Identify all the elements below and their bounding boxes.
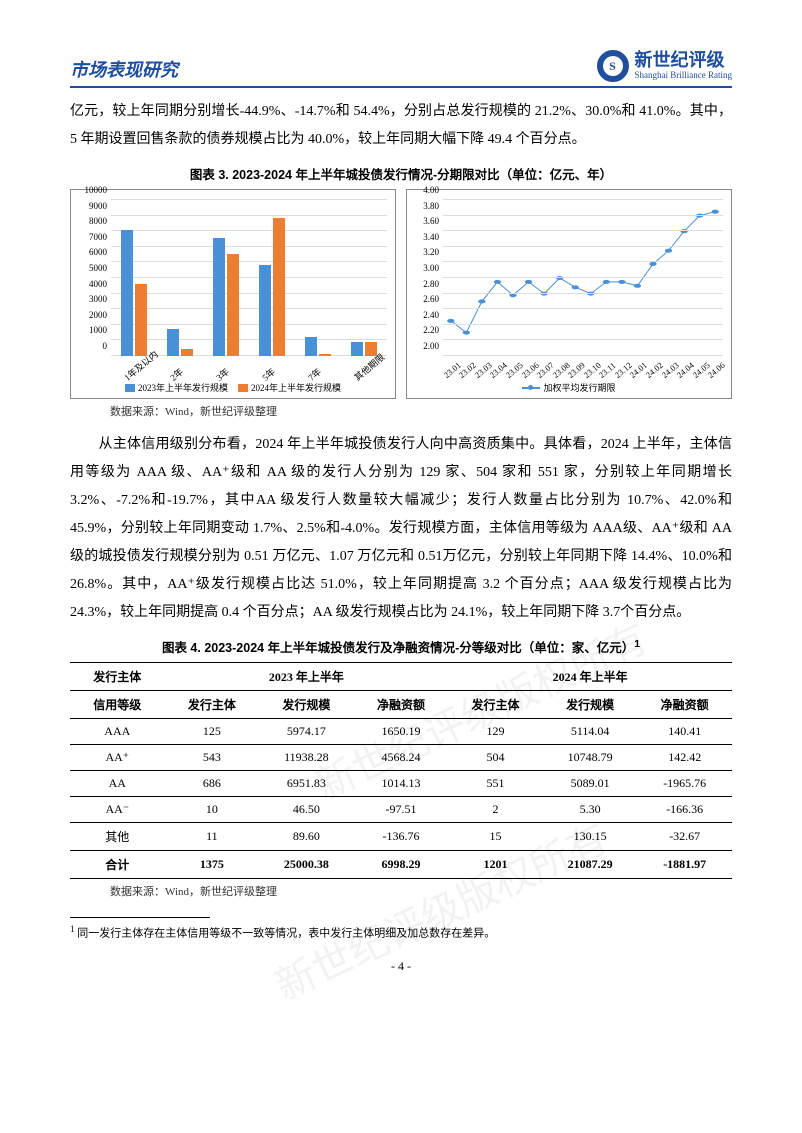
chart3-container: 0100020003000400050006000700080009000100… bbox=[70, 189, 732, 399]
table4: 发行主体 2023 年上半年 2024 年上半年 信用等级 发行主体发行规模净融… bbox=[70, 662, 732, 879]
chart3-title: 图表 3. 2023-2024 年上半年城投债发行情况-分期限对比（单位：亿元、… bbox=[70, 164, 732, 183]
page-header: 市场表现研究 S 新世纪评级 Shanghai Brilliance Ratin… bbox=[70, 50, 732, 88]
footnote: 1 同一发行主体存在主体信用等级不一致等情况，表中发行主体明细及加总数存在差异。 bbox=[70, 922, 732, 943]
logo-text-cn: 新世纪评级 bbox=[635, 51, 732, 71]
table4-source: 数据来源：Wind，新世纪评级整理 bbox=[110, 883, 732, 899]
page-number: - 4 - bbox=[70, 959, 732, 974]
table-row: 其他1189.60-136.7615130.15-32.67 bbox=[70, 823, 732, 851]
paragraph-1: 亿元，较上年同期分别增长-44.9%、-14.7%和 54.4%，分别占总发行规… bbox=[70, 98, 732, 154]
footnote-separator bbox=[70, 917, 210, 918]
table-row: AAA1255974.171650.191295114.04140.41 bbox=[70, 719, 732, 745]
chart3-source: 数据来源：Wind，新世纪评级整理 bbox=[110, 403, 732, 419]
bar-legend: 2023年上半年发行规模 2024年上半年发行规模 bbox=[75, 381, 391, 394]
bar-chart: 0100020003000400050006000700080009000100… bbox=[70, 189, 396, 399]
paragraph-2: 从主体信用级别分布看，2024 年上半年城投债发行人向中高资质集中。具体看，20… bbox=[70, 431, 732, 627]
logo-text-en: Shanghai Brilliance Rating bbox=[635, 71, 732, 81]
table-row: AA⁻1046.50-97.5125.30-166.36 bbox=[70, 797, 732, 823]
table4-title: 图表 4. 2023-2024 年上半年城投债发行及净融资情况-分等级对比（单位… bbox=[70, 637, 732, 656]
section-title: 市场表现研究 bbox=[70, 56, 178, 82]
brand-logo: S 新世纪评级 Shanghai Brilliance Rating bbox=[597, 50, 732, 82]
table-row: AA⁺54311938.284568.2450410748.79142.42 bbox=[70, 745, 732, 771]
table-row: 合计137525000.386998.29120121087.29-1881.9… bbox=[70, 851, 732, 879]
logo-icon: S bbox=[597, 50, 629, 82]
table-row: AA6866951.831014.135515089.01-1965.76 bbox=[70, 771, 732, 797]
line-chart: 2.002.202.402.602.803.003.203.403.603.80… bbox=[406, 189, 732, 399]
line-legend: 加权平均发行期限 bbox=[411, 381, 727, 394]
